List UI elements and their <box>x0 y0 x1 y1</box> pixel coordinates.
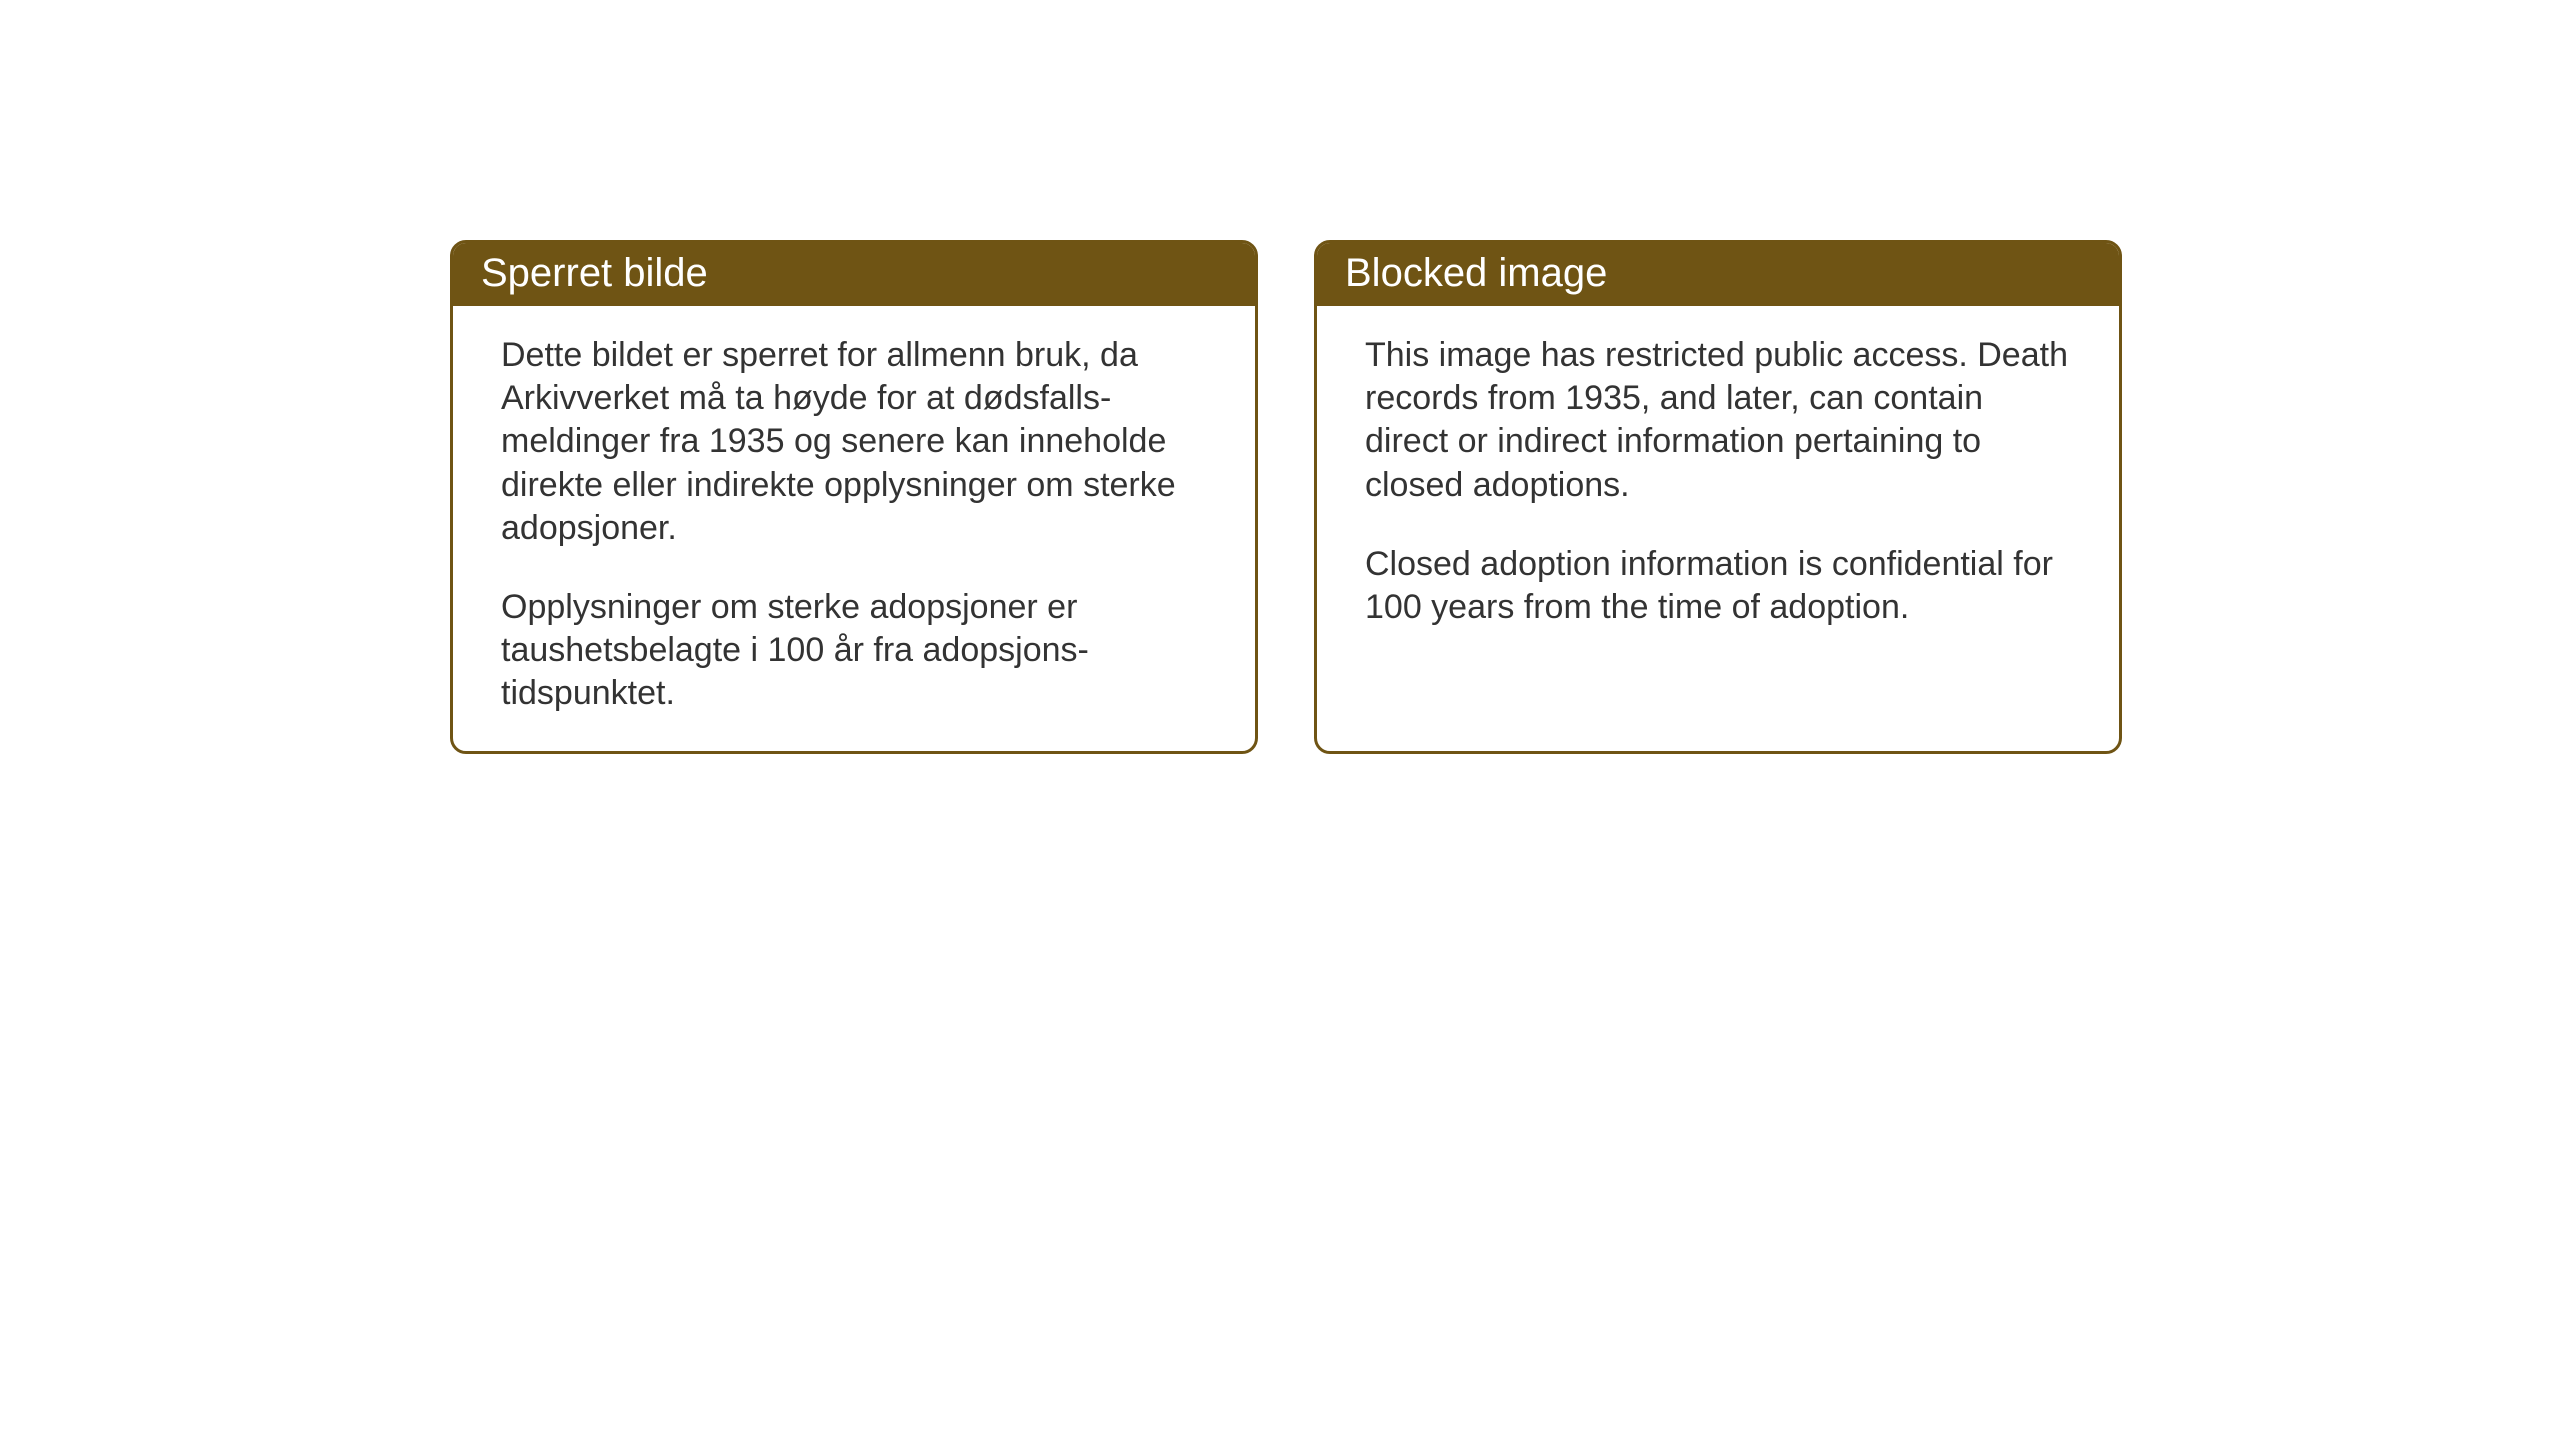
card-body: Dette bildet er sperret for allmenn bruk… <box>453 306 1255 751</box>
card-body: This image has restricted public access.… <box>1317 306 2119 665</box>
card-paragraph: This image has restricted public access.… <box>1365 334 2071 507</box>
notice-container: Sperret bilde Dette bildet er sperret fo… <box>450 240 2122 754</box>
notice-card-english: Blocked image This image has restricted … <box>1314 240 2122 754</box>
card-title: Sperret bilde <box>453 243 1255 306</box>
card-paragraph: Opplysninger om sterke adopsjoner er tau… <box>501 586 1207 716</box>
card-title: Blocked image <box>1317 243 2119 306</box>
card-paragraph: Closed adoption information is confident… <box>1365 543 2071 629</box>
notice-card-norwegian: Sperret bilde Dette bildet er sperret fo… <box>450 240 1258 754</box>
card-paragraph: Dette bildet er sperret for allmenn bruk… <box>501 334 1207 550</box>
